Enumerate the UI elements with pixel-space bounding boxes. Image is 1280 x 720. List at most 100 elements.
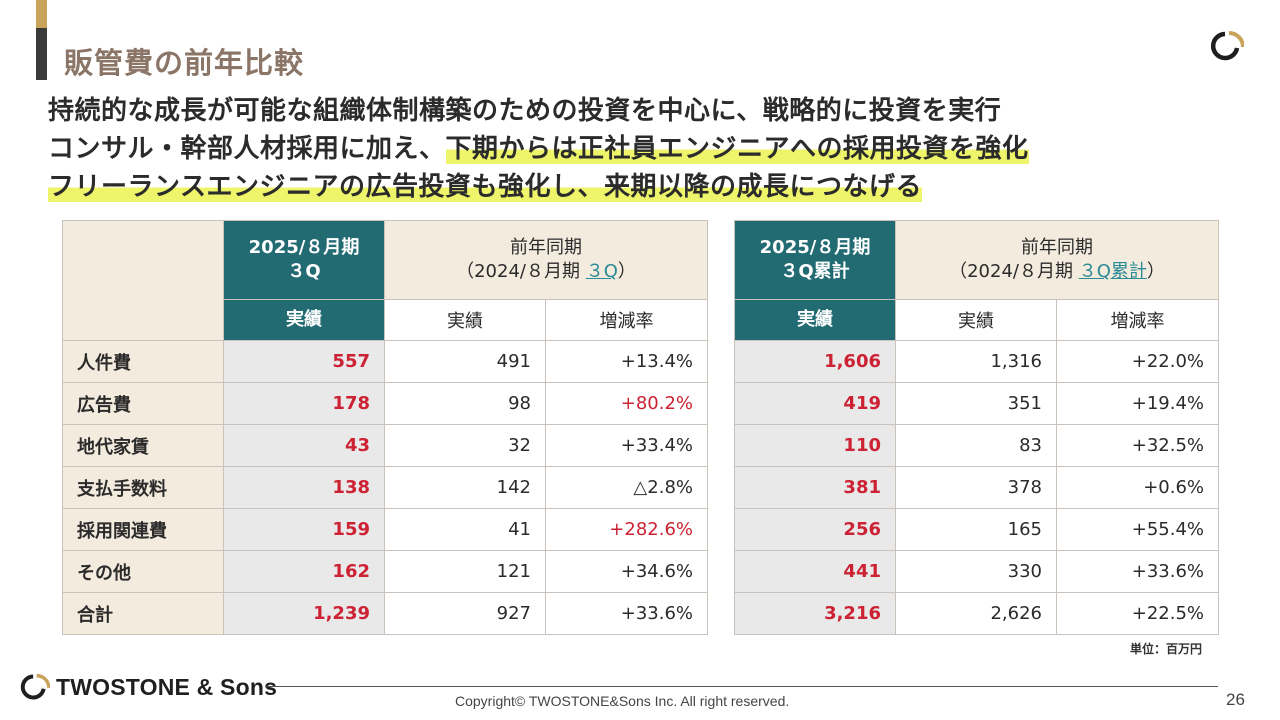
change-rate: +22.0% [1056, 340, 1219, 383]
current-value: 557 [223, 340, 385, 383]
prior-value: 32 [384, 424, 546, 467]
change-rate: +19.4% [1056, 382, 1219, 425]
prior-period-link[interactable]: ３Q累計 [1078, 261, 1147, 282]
change-rate: +33.6% [545, 592, 708, 635]
table-row: 419 351 +19.4% [734, 382, 1219, 425]
col-prev-actual-header: 実績 [895, 299, 1057, 341]
copyright-text: Copyright© TWOSTONE&Sons Inc. All right … [455, 693, 790, 709]
table-row: 441 330 +33.6% [734, 550, 1219, 593]
prior-value: 330 [895, 550, 1057, 593]
table-row: 広告費 178 98 +80.2% [62, 382, 708, 425]
current-period-header: 2025/８月期 ３Q累計 [734, 220, 896, 300]
lead-line-2: コンサル・幹部人材採用に加え、下期からは正社員エンジニアへの採用投資を強化 [48, 130, 1248, 168]
change-rate: +22.5% [1056, 592, 1219, 635]
footer-logo: TWOSTONE & Sons [18, 672, 277, 702]
current-value: 441 [734, 550, 896, 593]
change-rate: +32.5% [1056, 424, 1219, 467]
prior-period-link[interactable]: ３Q [585, 261, 618, 282]
table-row: 採用関連費 159 41 +282.6% [62, 508, 708, 551]
table-row: 1,606 1,316 +22.0% [734, 340, 1219, 383]
quarter-comparison-table: 2025/８月期 ３Q 前年同期 （2024/８月期 ３Q） 実績 実績 増減率… [62, 220, 708, 635]
current-value: 159 [223, 508, 385, 551]
current-value: 1,239 [223, 592, 385, 635]
current-value: 256 [734, 508, 896, 551]
table-row: 256 165 +55.4% [734, 508, 1219, 551]
current-value: 178 [223, 382, 385, 425]
col-actual-header: 実績 [734, 299, 896, 341]
change-rate: +33.6% [1056, 550, 1219, 593]
table-row: 110 83 +32.5% [734, 424, 1219, 467]
prior-value: 1,316 [895, 340, 1057, 383]
prior-value: 927 [384, 592, 546, 635]
row-label: 地代家賃 [62, 424, 224, 467]
row-label: 合計 [62, 592, 224, 635]
row-label: 採用関連費 [62, 508, 224, 551]
col-rate-header: 増減率 [545, 299, 708, 341]
current-value: 3,216 [734, 592, 896, 635]
prior-period-header: 前年同期 （2024/８月期 ３Q累計） [895, 220, 1219, 300]
row-label: 広告費 [62, 382, 224, 425]
table-row: 合計 1,239 927 +33.6% [62, 592, 708, 635]
row-label: 人件費 [62, 340, 224, 383]
lead-message: 持続的な成長が可能な組織体制構築のための投資を中心に、戦略的に投資を実行 コンサ… [48, 92, 1248, 206]
current-value: 110 [734, 424, 896, 467]
col-actual-header: 実績 [223, 299, 385, 341]
change-rate: +13.4% [545, 340, 708, 383]
cumulative-comparison-table: 2025/８月期 ３Q累計 前年同期 （2024/８月期 ３Q累計） 実績 実績… [734, 220, 1219, 635]
prior-value: 41 [384, 508, 546, 551]
col-prev-actual-header: 実績 [384, 299, 546, 341]
lead-line-3: フリーランスエンジニアの広告投資も強化し、来期以降の成長につなげる [48, 168, 1248, 206]
title-accent-bar [36, 0, 47, 80]
lead-line-3-highlight: フリーランスエンジニアの広告投資も強化し、来期以降の成長につなげる [48, 172, 922, 202]
table-row: 支払手数料 138 142 △2.8% [62, 466, 708, 509]
row-label: その他 [62, 550, 224, 593]
current-value: 43 [223, 424, 385, 467]
prior-value: 142 [384, 466, 546, 509]
prior-value: 491 [384, 340, 546, 383]
change-rate: +33.4% [545, 424, 708, 467]
lead-line-2-plain: コンサル・幹部人材採用に加え、 [48, 134, 446, 164]
page-title: 販管費の前年比較 [64, 46, 305, 80]
current-value: 162 [223, 550, 385, 593]
current-value: 419 [734, 382, 896, 425]
table-corner [62, 220, 224, 341]
change-rate: +55.4% [1056, 508, 1219, 551]
current-period-header: 2025/８月期 ３Q [223, 220, 385, 300]
footer-logo-icon [20, 673, 50, 700]
table-subheader-row: 実績 実績 増減率 [734, 299, 1219, 341]
current-value: 381 [734, 466, 896, 509]
row-label: 支払手数料 [62, 466, 224, 509]
prior-value: 98 [384, 382, 546, 425]
change-rate: △2.8% [545, 466, 708, 509]
lead-line-2-highlight: 下期からは正社員エンジニアへの採用投資を強化 [445, 134, 1029, 164]
prior-value: 351 [895, 382, 1057, 425]
table-row: 381 378 +0.6% [734, 466, 1219, 509]
change-rate: +282.6% [545, 508, 708, 551]
col-rate-header: 増減率 [1056, 299, 1219, 341]
brand-logo-icon [1210, 31, 1244, 61]
change-rate: +0.6% [1056, 466, 1219, 509]
table-header-row: 2025/８月期 ３Q 前年同期 （2024/８月期 ３Q） [62, 220, 708, 341]
current-value: 1,606 [734, 340, 896, 383]
change-rate: +34.6% [545, 550, 708, 593]
lead-line-1: 持続的な成長が可能な組織体制構築のための投資を中心に、戦略的に投資を実行 [48, 96, 1002, 126]
table-row: 人件費 557 491 +13.4% [62, 340, 708, 383]
prior-value: 378 [895, 466, 1057, 509]
table-row: その他 162 121 +34.6% [62, 550, 708, 593]
current-value: 138 [223, 466, 385, 509]
prior-value: 121 [384, 550, 546, 593]
prior-value: 2,626 [895, 592, 1057, 635]
prior-period-header: 前年同期 （2024/８月期 ３Q） [384, 220, 708, 300]
unit-note: 単位：百万円 [1130, 642, 1203, 656]
change-rate: +80.2% [545, 382, 708, 425]
prior-value: 83 [895, 424, 1057, 467]
footer-divider [265, 686, 1218, 687]
footer-brand-name: TWOSTONE & Sons [56, 673, 278, 700]
title-gold-accent [36, 0, 47, 28]
table-row: 地代家賃 43 32 +33.4% [62, 424, 708, 467]
prior-value: 165 [895, 508, 1057, 551]
page-number: 26 [1226, 690, 1245, 709]
table-subheader-row: 実績 実績 増減率 [63, 299, 708, 341]
table-header-row: 2025/８月期 ３Q累計 前年同期 （2024/８月期 ３Q累計） [734, 220, 1219, 300]
table-row: 3,216 2,626 +22.5% [734, 592, 1219, 635]
